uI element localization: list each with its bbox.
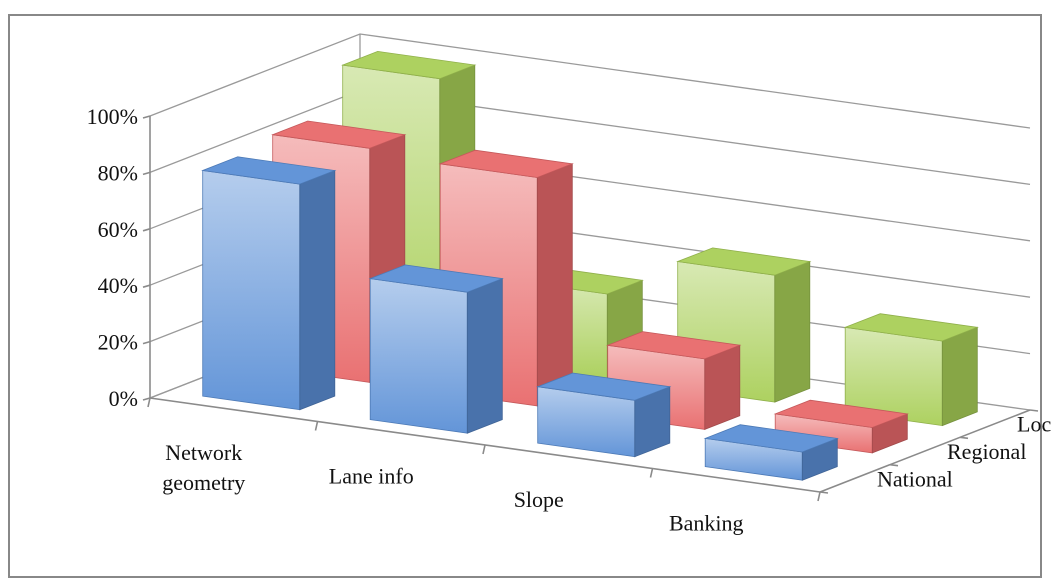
x-tick xyxy=(482,444,486,455)
y-tick-label: 20% xyxy=(98,330,138,355)
depth-tick xyxy=(819,491,829,494)
y-tick-label: 40% xyxy=(98,273,138,298)
depth-tick xyxy=(959,436,969,440)
bar-local xyxy=(843,313,979,427)
depth-axis-line xyxy=(819,409,1031,493)
y-tick xyxy=(142,228,151,232)
x-category-label: Network geometry xyxy=(162,440,245,495)
depth-tick xyxy=(889,463,899,467)
x-tick xyxy=(314,421,319,431)
x-tick xyxy=(817,491,821,502)
y-tick-label: 80% xyxy=(98,160,138,185)
x-tick xyxy=(147,397,151,408)
y-tick xyxy=(142,340,151,345)
bar-national xyxy=(201,156,337,411)
x-category-label: Lane info xyxy=(329,463,414,488)
depth-tick xyxy=(1029,409,1039,412)
y-tick-label: 60% xyxy=(98,217,138,242)
y-tick xyxy=(142,115,151,119)
series-label: Local xyxy=(1017,412,1052,437)
bar-national xyxy=(536,372,672,458)
series-label: Regional xyxy=(947,439,1026,464)
bar-national xyxy=(703,424,839,481)
axes xyxy=(142,115,1039,502)
y-tick xyxy=(142,171,151,176)
bar-regional xyxy=(773,399,909,454)
series-label: National xyxy=(877,466,953,491)
y-tick xyxy=(142,284,151,288)
x-tick xyxy=(649,468,654,478)
labels: 0% 20% 40% 60% 80% 100% Network geometry Lane in… xyxy=(87,104,1052,535)
y-tick xyxy=(142,397,151,401)
bar-national xyxy=(368,264,504,434)
gridline xyxy=(149,33,1031,129)
x-category-label: Slope xyxy=(514,487,564,512)
y-tick-label: 100% xyxy=(87,104,138,129)
y-tick-label: 0% xyxy=(109,386,138,411)
bars xyxy=(201,50,979,481)
x-category-label: Banking xyxy=(669,510,744,535)
